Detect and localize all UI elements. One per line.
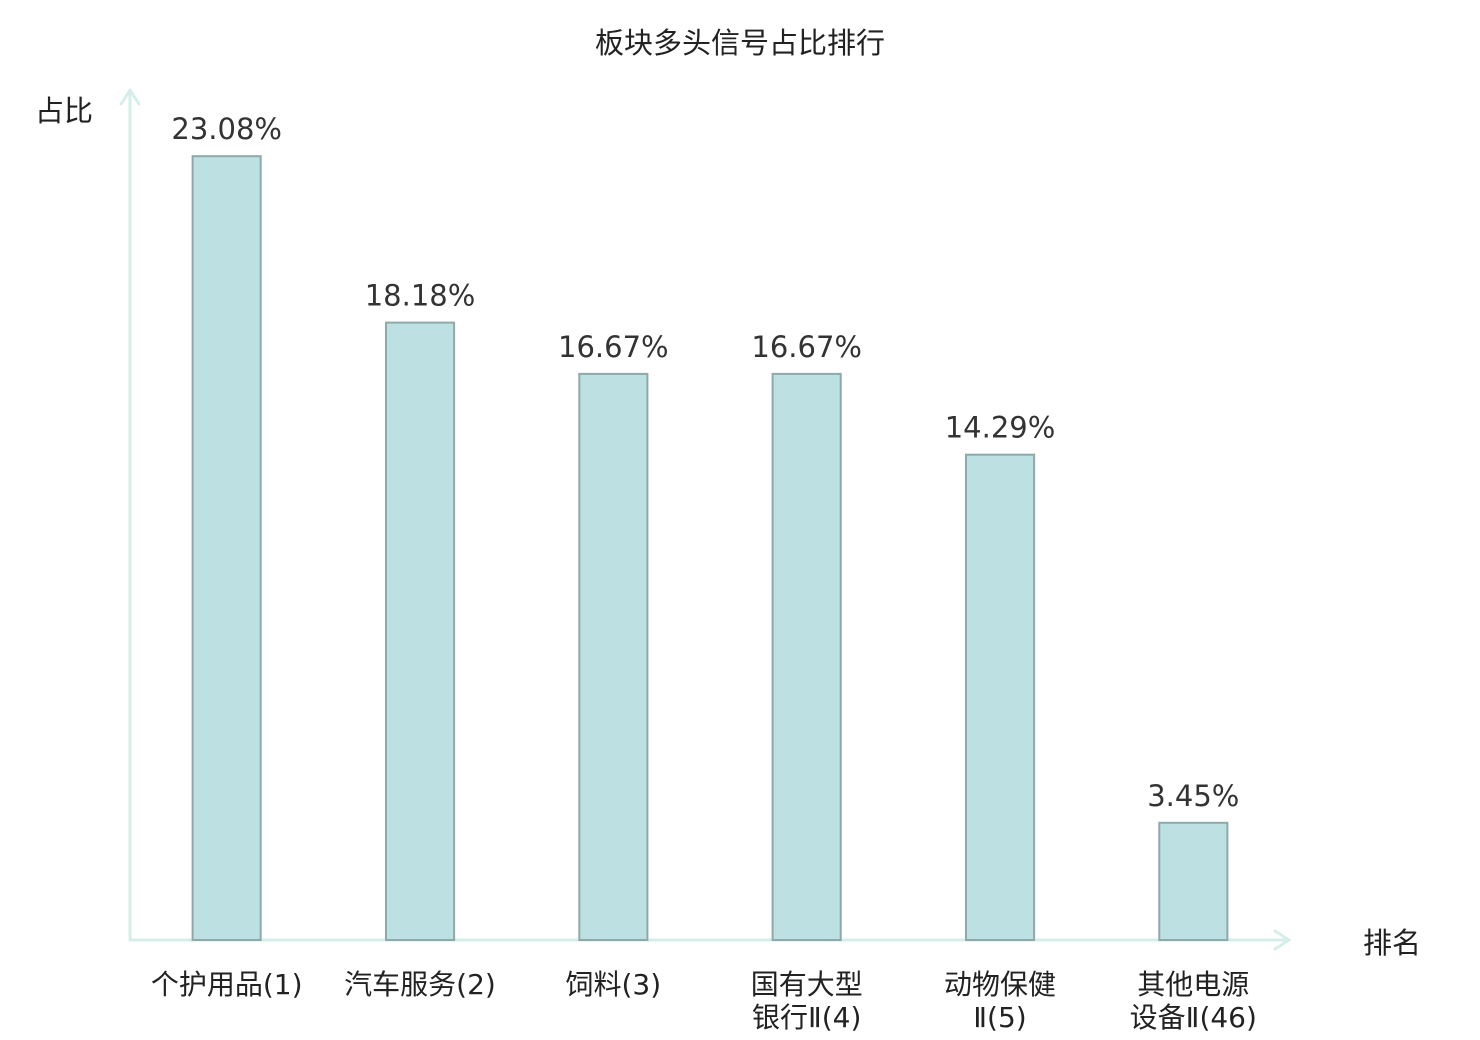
x-axis-label: 排名: [1363, 926, 1421, 960]
category-label: 国有大型银行Ⅱ(4): [751, 968, 863, 1034]
category-label-line: 国有大型: [751, 968, 863, 1001]
category-label-line: 汽车服务(2): [344, 968, 496, 1001]
bar: [965, 453, 1036, 941]
category-labels: 个护用品(1) 汽车服务(2) 饲料(3) 国有大型银行Ⅱ(4) 动物保健 Ⅱ(5) 其他电…: [151, 968, 1257, 1034]
bars: [191, 155, 1229, 942]
value-label: 14.29%: [945, 411, 1056, 445]
category-label: 个护用品(1): [151, 968, 303, 1001]
category-label: 汽车服务(2): [344, 968, 496, 1001]
category-label-line: Ⅱ(5): [973, 1001, 1026, 1034]
value-label: 3.45%: [1147, 779, 1239, 813]
value-label: 18.18%: [365, 279, 476, 313]
category-label-line: 其他电源: [1137, 968, 1249, 1001]
y-axis-arrow-icon: [119, 88, 141, 106]
value-labels: 23.08% 18.18% 16.67% 16.67% 14.29% 3.45%: [171, 112, 1239, 813]
y-axis: [119, 88, 141, 942]
category-label: 其他电源设备Ⅱ(46): [1130, 968, 1257, 1034]
bar: [385, 321, 456, 942]
x-axis-arrow-icon: [1273, 929, 1291, 951]
category-label: 动物保健 Ⅱ(5): [944, 968, 1056, 1034]
category-label-line: 银行Ⅱ(4): [752, 1001, 861, 1034]
category-label-line: 个护用品(1): [151, 968, 303, 1001]
chart-title: 板块多头信号占比排行: [595, 26, 885, 60]
value-label: 16.67%: [558, 330, 669, 364]
value-label: 16.67%: [751, 330, 862, 364]
bar: [191, 155, 262, 941]
y-axis-label: 占比: [35, 94, 93, 128]
x-axis: [128, 929, 1291, 951]
bar: [1158, 821, 1229, 941]
category-label-line: 动物保健: [944, 968, 1056, 1001]
category-label: 饲料(3): [565, 968, 661, 1001]
value-label: 23.08%: [171, 112, 282, 146]
category-label-line: 设备Ⅱ(46): [1130, 1001, 1257, 1034]
bar: [578, 372, 649, 941]
bar: [771, 372, 842, 941]
category-label-line: 饲料(3): [565, 968, 661, 1001]
